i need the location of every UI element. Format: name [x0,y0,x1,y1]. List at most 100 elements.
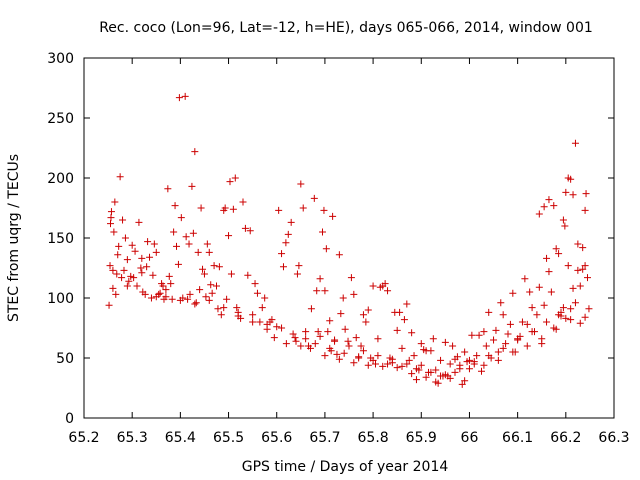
data-point-marker [114,251,122,259]
data-point-marker [310,194,318,202]
data-point-marker [118,274,126,282]
y-tick-label: 250 [47,111,74,127]
data-point-marker [518,318,526,326]
x-tick-label: 65.9 [406,430,437,446]
data-point-marker [562,188,570,196]
data-point-marker [229,205,237,213]
data-point-marker [475,331,483,339]
data-point-marker [321,352,329,360]
data-point-marker [412,376,420,384]
data-point-marker [234,308,242,316]
data-point-marker [429,335,437,343]
data-point-marker [509,289,517,297]
data-point-marker [480,361,488,369]
data-point-marker [199,265,207,273]
data-point-marker [297,180,305,188]
data-point-marker [130,274,138,282]
data-point-marker [176,296,184,304]
data-point-marker [523,342,531,350]
data-point-marker [226,178,234,186]
x-tick-label: 65.8 [358,430,389,446]
data-point-marker [582,190,590,198]
data-point-marker [567,305,575,313]
data-point-marker [174,260,182,268]
data-point-marker [167,280,175,288]
data-points [105,92,593,388]
data-point-marker [408,370,416,378]
data-point-marker [146,253,154,261]
x-tick-label: 65.3 [117,430,148,446]
data-point-marker [381,280,389,288]
data-point-marker [379,362,387,370]
y-tick-label: 0 [65,411,74,427]
data-point-marker [149,271,157,279]
data-point-marker [214,305,222,313]
data-point-marker [287,218,295,226]
data-point-marker [465,356,473,364]
data-point-marker [364,361,372,369]
data-point-marker [225,232,233,240]
data-point-marker [125,277,133,285]
data-point-marker [133,282,141,290]
data-point-marker [581,206,589,214]
data-point-marker [497,299,505,307]
data-point-marker [293,270,301,278]
data-point-marker [175,94,183,102]
data-point-marker [335,355,343,363]
data-point-marker [550,202,558,210]
y-tick-label: 100 [47,291,74,307]
data-point-marker [164,185,172,193]
data-point-marker [335,251,343,259]
data-point-marker [344,337,352,345]
y-tick-label: 300 [47,51,74,67]
data-point-marker [465,365,473,373]
data-point-marker [499,311,507,319]
data-point-marker [480,328,488,336]
data-point-marker [461,348,469,356]
data-point-marker [244,271,252,279]
data-point-marker [543,318,551,326]
data-point-marker [571,299,579,307]
data-point-marker [307,305,315,313]
data-point-marker [220,304,228,312]
data-point-marker [359,311,367,319]
data-point-marker [561,222,569,230]
data-point-marker [408,329,416,337]
y-axis-label: STEC from uqrg / TECUs [6,154,22,322]
data-point-marker [559,304,567,312]
data-point-marker [579,265,587,273]
data-point-marker [494,348,502,356]
data-point-marker [557,312,565,320]
data-point-marker [468,331,476,339]
data-point-marker [528,304,536,312]
data-point-marker [182,233,190,241]
data-point-marker [567,175,575,183]
data-point-marker [559,216,567,224]
data-point-marker [213,282,220,290]
data-point-marker [202,293,210,301]
data-point-marker [569,191,577,199]
data-point-marker [253,289,261,297]
data-point-marker [321,287,329,295]
data-point-marker [453,353,461,361]
axis-ticks [83,57,615,419]
data-point-marker [403,360,411,368]
data-point-marker [393,364,401,372]
data-point-marker [576,282,584,290]
data-point-marker [203,240,211,248]
data-point-marker [215,263,223,271]
data-point-marker [528,328,536,336]
data-point-marker [384,360,392,368]
data-point-marker [196,286,204,294]
data-point-marker [251,280,259,288]
plot-frame [83,57,615,419]
data-point-marker [256,318,264,326]
data-point-marker [319,228,326,236]
data-point-marker [398,362,406,370]
data-point-marker [564,262,572,270]
data-point-marker [369,282,377,290]
data-point-marker [221,204,229,212]
data-point-marker [110,228,118,236]
data-point-marker [359,347,367,355]
